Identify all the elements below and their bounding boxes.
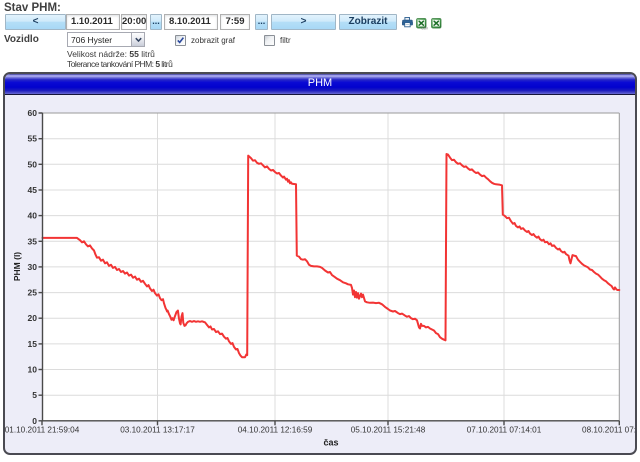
svg-text:10: 10 [28,365,38,375]
svg-text:20: 20 [28,313,38,323]
svg-text:40: 40 [28,211,38,221]
svg-text:25: 25 [28,288,38,298]
svg-text:05.10.2011 15:21:48: 05.10.2011 15:21:48 [351,426,426,435]
svg-text:01.10.2011 21:59:04: 01.10.2011 21:59:04 [5,426,80,435]
svg-text:07.10.2011 07:14:01: 07.10.2011 07:14:01 [467,426,542,435]
svg-text:03.10.2011 13:17:17: 03.10.2011 13:17:17 [120,426,195,435]
svg-text:04.10.2011 12:16:59: 04.10.2011 12:16:59 [238,426,313,435]
svg-text:CSV: CSV [421,26,428,29]
svg-text:50: 50 [28,159,38,169]
svg-text:08.10.2011 07:14:38: 08.10.2011 07:14:38 [582,426,635,435]
svg-text:30: 30 [28,262,38,272]
svg-text:35: 35 [28,236,38,246]
svg-text:60: 60 [28,108,38,118]
svg-text:15: 15 [28,339,38,349]
svg-text:55: 55 [28,134,38,144]
svg-text:čas: čas [323,438,338,448]
svg-text:0: 0 [32,416,37,426]
svg-text:45: 45 [28,185,38,195]
svg-text:5: 5 [32,390,37,400]
svg-text:PHM (l): PHM (l) [12,252,22,281]
